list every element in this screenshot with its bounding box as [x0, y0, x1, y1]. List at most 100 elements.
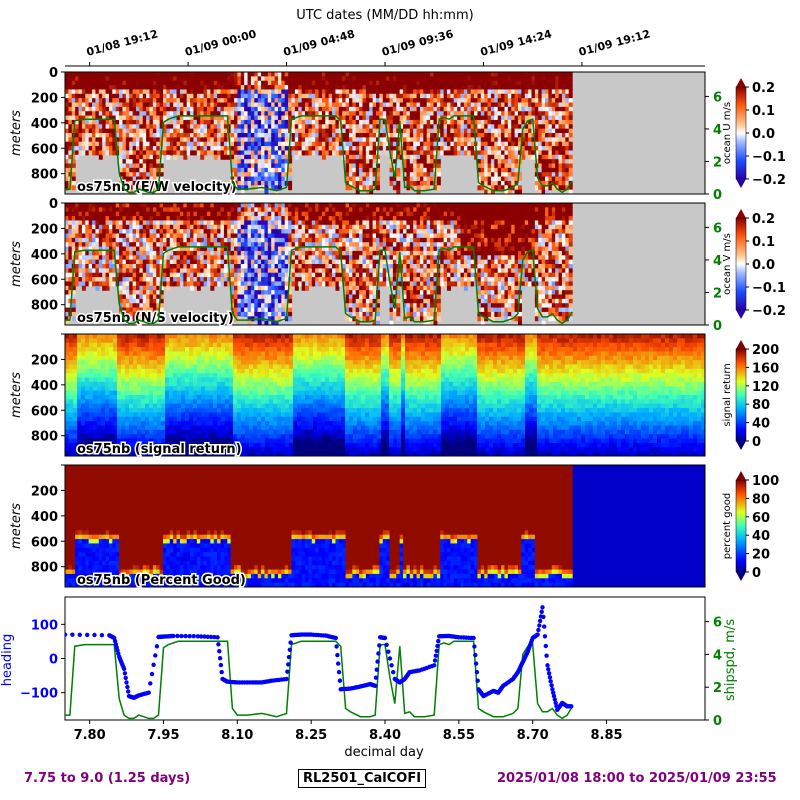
velocity-cell: [95, 106, 100, 112]
velocity-cell: [237, 285, 242, 291]
velocity-cell: [200, 264, 205, 269]
velocity-cell: [504, 106, 509, 112]
velocity-cell: [166, 98, 171, 104]
velocity-cell: [163, 76, 168, 82]
velocity-cell: [159, 180, 164, 186]
velocity-cell: [497, 167, 502, 173]
velocity-cell: [497, 128, 502, 134]
velocity-cell: [457, 72, 462, 77]
velocity-cell: [163, 133, 168, 138]
velocity-cell: [288, 85, 293, 91]
velocity-cell: [365, 98, 370, 104]
velocity-cell: [392, 106, 397, 112]
velocity-cell: [105, 216, 110, 222]
velocity-cell: [230, 290, 235, 296]
velocity-cell: [163, 102, 168, 108]
velocity-cell: [335, 111, 340, 117]
velocity-cell: [115, 246, 120, 252]
velocity-cell: [264, 207, 269, 213]
velocity-cell: [142, 272, 147, 278]
velocity-cell: [152, 89, 157, 95]
velocity-cell: [274, 180, 279, 186]
velocity-cell: [328, 106, 333, 112]
velocity-cell: [122, 141, 127, 147]
velocity-cell: [129, 137, 134, 143]
velocity-cell: [470, 98, 475, 104]
velocity-cell: [338, 98, 343, 104]
velocity-cell: [163, 259, 168, 265]
velocity-cell: [511, 146, 516, 152]
velocity-cell: [206, 102, 211, 108]
velocity-cell: [112, 237, 117, 243]
velocity-cell: [102, 211, 107, 217]
velocity-cell: [267, 93, 272, 99]
velocity-cell: [156, 294, 161, 300]
velocity-cell: [105, 76, 110, 82]
velocity-cell: [406, 80, 411, 86]
velocity-cell: [135, 255, 140, 261]
velocity-cell: [359, 124, 364, 130]
velocity-cell: [338, 137, 343, 143]
velocity-cell: [534, 141, 539, 147]
velocity-cell: [105, 146, 110, 152]
velocity-cell: [71, 237, 76, 243]
velocity-cell: [68, 72, 73, 77]
velocity-cell: [115, 128, 120, 134]
velocity-cell: [247, 163, 252, 169]
velocity-cell: [115, 216, 120, 222]
velocity-cell: [217, 207, 222, 213]
velocity-cell: [65, 268, 69, 274]
velocity-cell: [487, 102, 492, 108]
velocity-cell: [359, 137, 364, 143]
velocity-cell: [108, 119, 113, 125]
velocity-cell: [568, 172, 573, 178]
velocity-cell: [183, 150, 188, 156]
velocity-cell: [115, 111, 120, 117]
velocity-cell: [223, 281, 228, 287]
velocity-cell: [342, 150, 347, 156]
velocity-cell: [406, 72, 411, 77]
velocity-cell: [288, 102, 293, 108]
velocity-cell: [98, 224, 103, 230]
velocity-cell: [75, 85, 80, 91]
velocity-cell: [392, 154, 397, 160]
velocity-cell: [277, 115, 282, 121]
velocity-cell: [250, 224, 255, 230]
velocity-cell: [169, 216, 174, 222]
velocity-cell: [200, 93, 205, 99]
velocity-cell: [433, 106, 438, 112]
velocity-cell: [88, 220, 93, 226]
velocity-cell: [108, 124, 113, 130]
velocity-cell: [538, 111, 543, 117]
velocity-cell: [78, 229, 83, 235]
velocity-cell: [203, 89, 208, 95]
velocity-cell: [139, 307, 144, 313]
velocity-cell: [524, 111, 529, 117]
velocity-cell: [443, 102, 448, 108]
velocity-cell: [210, 203, 215, 208]
velocity-cell: [217, 72, 222, 77]
velocity-cell: [230, 303, 235, 309]
velocity-cell: [409, 150, 414, 156]
velocity-cell: [403, 102, 408, 108]
velocity-cell: [457, 85, 462, 91]
velocity-cell: [271, 316, 276, 322]
velocity-cell: [125, 207, 130, 213]
velocity-cell: [244, 277, 249, 283]
velocity-cell: [193, 89, 198, 95]
velocity-cell: [173, 281, 178, 287]
velocity-cell: [433, 119, 438, 125]
velocity-cell: [98, 85, 103, 91]
velocity-cell: [274, 203, 279, 208]
velocity-cell: [315, 115, 320, 121]
velocity-cell: [514, 80, 519, 86]
velocity-cell: [196, 141, 201, 147]
velocity-cell: [447, 124, 451, 130]
velocity-cell: [156, 211, 161, 217]
velocity-cell: [92, 146, 97, 152]
velocity-cell: [156, 119, 161, 125]
velocity-cell: [223, 277, 228, 283]
velocity-cell: [274, 146, 279, 152]
velocity-cell: [463, 80, 468, 86]
velocity-cell: [102, 203, 107, 208]
